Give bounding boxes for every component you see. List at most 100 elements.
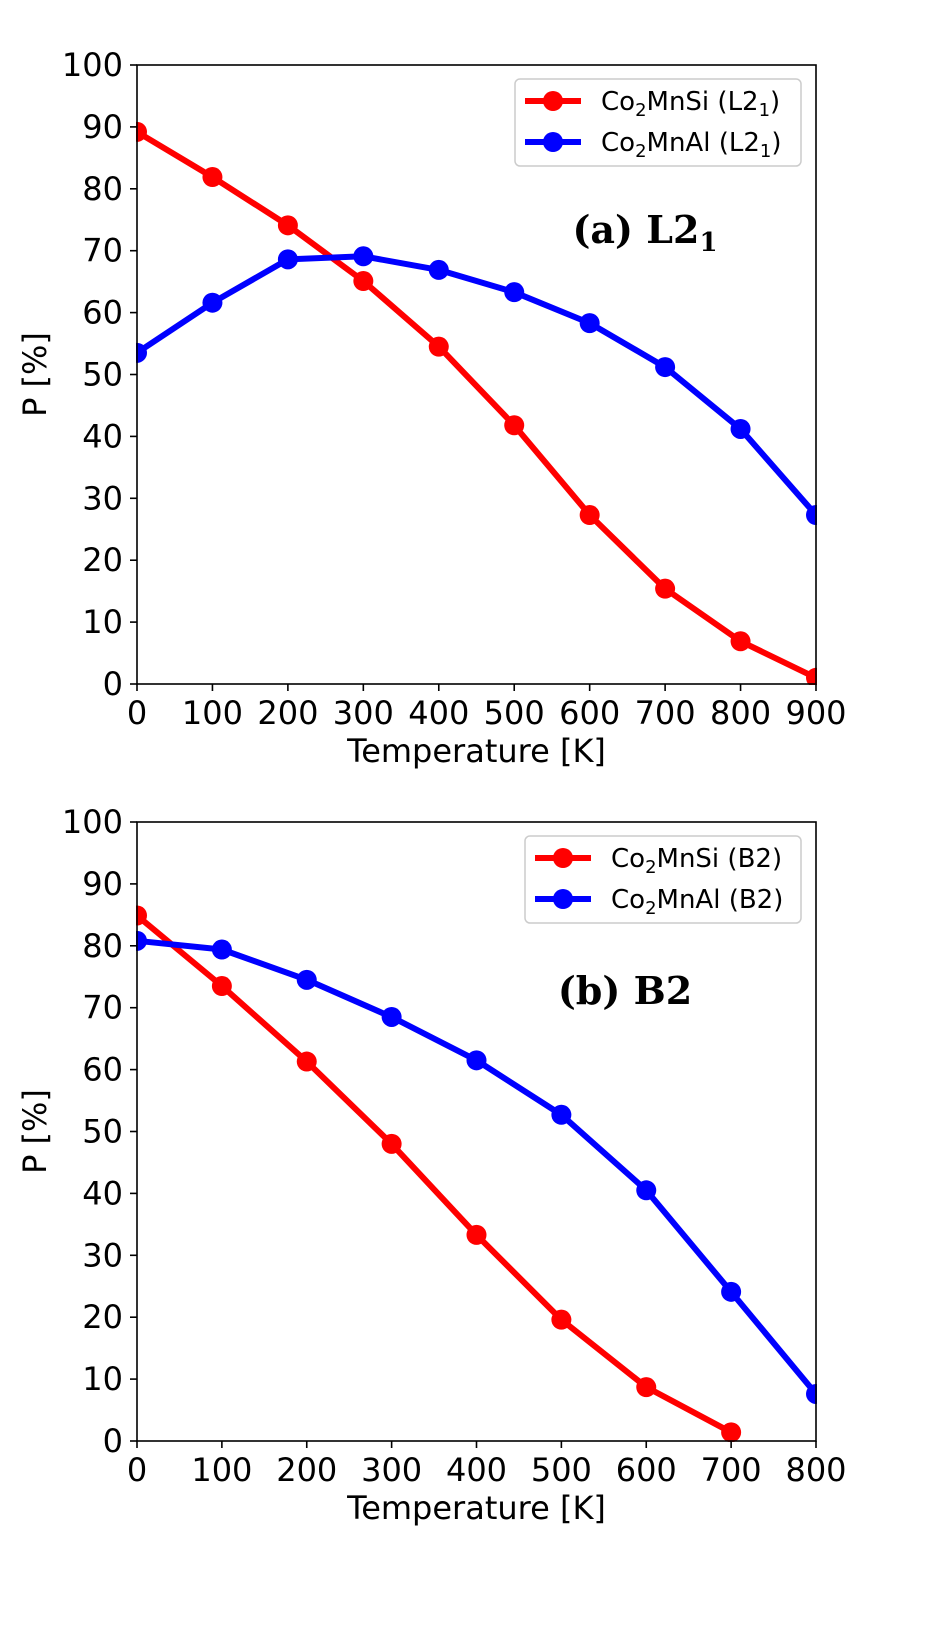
y-tick-label: 100 — [62, 46, 123, 84]
y-tick-label: 10 — [82, 603, 123, 641]
plot-area — [136, 121, 817, 685]
data-point-co2mnsi-600 — [579, 505, 600, 526]
y-tick-label: 10 — [82, 1360, 123, 1398]
data-point-co2mnal-200 — [277, 249, 298, 270]
series-line-co2mnal — [136, 253, 817, 517]
panel-label: (b) B2 — [558, 968, 692, 1013]
x-tick-label: 700 — [635, 694, 696, 732]
data-point-co2mnsi-500 — [551, 1309, 572, 1330]
y-tick-label: 20 — [82, 541, 123, 579]
y-tick-label: 90 — [82, 865, 123, 903]
data-point-co2mnal-400 — [466, 1050, 487, 1071]
chart-panel-b: 0 100 200 300 400 500 600 700 800 0 10 20 30 40 50 60 70… — [16, 803, 847, 1527]
data-point-co2mnal-0 — [136, 930, 147, 951]
series-line-co2mnsi — [136, 913, 733, 1435]
y-tick-label: 0 — [103, 1422, 123, 1460]
plot-area — [136, 905, 817, 1442]
x-tick-label: 900 — [785, 694, 846, 732]
data-point-co2mnsi-0 — [136, 905, 147, 926]
data-point-co2mnsi-300 — [381, 1133, 402, 1154]
legend-box — [524, 835, 802, 924]
legend-label-co2mnsi: Co2MnSi (B2) — [611, 844, 782, 878]
y-tick-label: 60 — [82, 1051, 123, 1089]
y-tick-label: 20 — [82, 1298, 123, 1336]
data-point-co2mnsi-400 — [428, 336, 449, 357]
legend: Co2MnSi (L21) Co2MnAl (L21) — [514, 78, 802, 167]
y-tick-label: 30 — [82, 1236, 123, 1274]
data-point-co2mnsi-500 — [504, 415, 525, 436]
data-point-co2mnsi-700 — [721, 1422, 742, 1442]
data-point-co2mnal-600 — [636, 1180, 657, 1201]
data-point-co2mnsi-0 — [136, 121, 147, 142]
y-tick-label: 40 — [82, 417, 123, 455]
x-tick-label: 400 — [408, 694, 469, 732]
x-axis-label: Temperature [K] — [346, 732, 606, 770]
x-tick-label: 100 — [182, 694, 243, 732]
data-point-co2mnal-900 — [806, 505, 817, 526]
legend-label-co2mnal: Co2MnAl (L21) — [601, 128, 781, 162]
legend-box — [514, 78, 802, 167]
legend: Co2MnSi (B2) Co2MnAl (B2) — [524, 835, 802, 924]
data-point-co2mnsi-600 — [636, 1377, 657, 1398]
y-tick-label: 70 — [82, 232, 123, 270]
data-point-co2mnal-400 — [428, 259, 449, 280]
y-tick-label: 60 — [82, 294, 123, 332]
legend-marker-co2mnal — [543, 132, 563, 152]
data-point-co2mnal-700 — [655, 357, 676, 378]
data-point-co2mnal-100 — [211, 939, 232, 960]
data-point-co2mnsi-900 — [806, 667, 817, 685]
x-tick-label: 200 — [276, 1451, 337, 1489]
data-point-co2mnal-0 — [136, 342, 147, 363]
y-tick-label: 50 — [82, 356, 123, 394]
legend-marker-co2mnsi — [553, 848, 573, 868]
data-point-co2mnsi-400 — [466, 1224, 487, 1245]
data-point-co2mnal-300 — [381, 1006, 402, 1027]
y-tick-label: 100 — [62, 803, 123, 841]
x-tick-label: 800 — [785, 1451, 846, 1489]
data-point-co2mnal-700 — [721, 1281, 742, 1302]
chart-panel-a: 0 100 200 300 400 500 600 700 800 900 0 10 20 30 40 50 6… — [16, 46, 847, 770]
data-point-co2mnsi-200 — [277, 215, 298, 236]
y-tick-label: 80 — [82, 927, 123, 965]
series-line-co2mnsi — [136, 129, 817, 681]
series-line-co2mnal — [136, 937, 817, 1396]
data-point-co2mnal-500 — [504, 282, 525, 303]
data-point-co2mnsi-300 — [353, 271, 374, 292]
legend-label-co2mnsi: Co2MnSi (L21) — [601, 87, 780, 121]
y-tick-label: 30 — [82, 479, 123, 517]
data-point-co2mnal-800 — [730, 418, 751, 439]
legend-label-co2mnal: Co2MnAl (B2) — [611, 885, 783, 919]
x-axis-label: Temperature [K] — [346, 1489, 606, 1527]
x-tick-label: 400 — [446, 1451, 507, 1489]
y-axis-label: P [%] — [16, 332, 54, 417]
y-tick-label: 50 — [82, 1113, 123, 1151]
y-tick-label: 40 — [82, 1174, 123, 1212]
data-point-co2mnsi-200 — [296, 1051, 317, 1072]
x-tick-label: 0 — [127, 1451, 147, 1489]
x-tick-label: 500 — [531, 1451, 592, 1489]
data-point-co2mnsi-800 — [730, 631, 751, 652]
data-point-co2mnsi-100 — [211, 976, 232, 997]
x-tick-label: 300 — [333, 694, 394, 732]
x-tick-label: 800 — [710, 694, 771, 732]
x-tick-label: 0 — [127, 694, 147, 732]
data-point-co2mnsi-700 — [655, 578, 676, 599]
x-tick-label: 600 — [559, 694, 620, 732]
data-point-co2mnal-600 — [579, 313, 600, 334]
data-point-co2mnal-800 — [806, 1383, 817, 1404]
y-tick-label: 90 — [82, 108, 123, 146]
y-tick-label: 80 — [82, 170, 123, 208]
data-point-co2mnal-200 — [296, 969, 317, 990]
data-point-co2mnal-500 — [551, 1104, 572, 1125]
x-tick-label: 300 — [361, 1451, 422, 1489]
x-tick-label: 700 — [701, 1451, 762, 1489]
y-axis-label: P [%] — [16, 1089, 54, 1174]
x-tick-label: 100 — [191, 1451, 252, 1489]
data-point-co2mnal-300 — [353, 246, 374, 267]
x-tick-label: 500 — [484, 694, 545, 732]
y-tick-label: 0 — [103, 665, 123, 703]
x-tick-label: 600 — [616, 1451, 677, 1489]
data-point-co2mnal-100 — [202, 292, 223, 313]
data-point-co2mnsi-100 — [202, 167, 223, 188]
